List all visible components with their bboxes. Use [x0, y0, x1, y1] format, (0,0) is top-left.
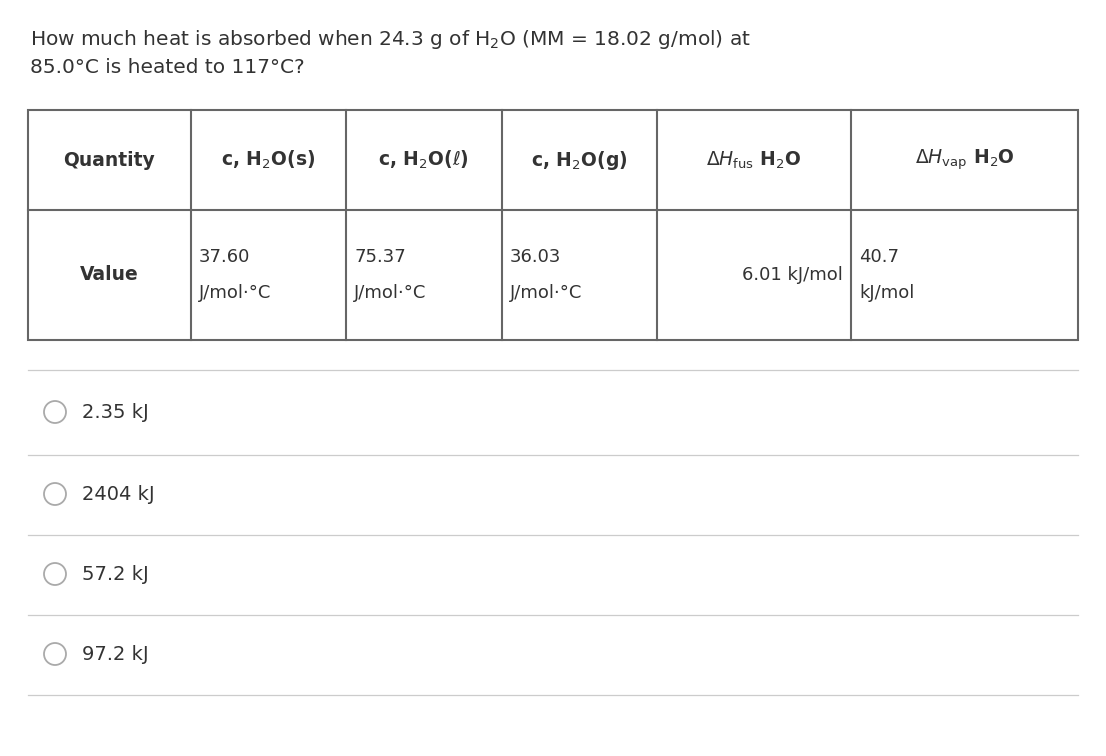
Text: 57.2 kJ: 57.2 kJ	[82, 565, 148, 584]
Text: kJ/mol: kJ/mol	[859, 284, 915, 302]
Bar	[28, 110, 1078, 340]
Text: 6.01 kJ/mol: 6.01 kJ/mol	[742, 266, 843, 284]
Text: 85.0°C is heated to 117°C?: 85.0°C is heated to 117°C?	[30, 58, 304, 77]
Text: 36.03: 36.03	[510, 248, 561, 266]
Text: 2.35 kJ: 2.35 kJ	[82, 402, 148, 422]
Text: J/mol·°C: J/mol·°C	[510, 284, 582, 302]
Text: 97.2 kJ: 97.2 kJ	[82, 645, 148, 664]
Text: Quantity: Quantity	[63, 150, 155, 169]
Text: c, H$_2$O(s): c, H$_2$O(s)	[221, 149, 315, 171]
Text: c, H$_2$O(g): c, H$_2$O(g)	[531, 148, 627, 172]
Text: 40.7: 40.7	[859, 248, 899, 266]
Text: Value: Value	[80, 265, 138, 284]
Text: J/mol·°C: J/mol·°C	[354, 284, 427, 302]
Text: 2404 kJ: 2404 kJ	[82, 485, 155, 503]
Text: c, H$_2$O($\ell$): c, H$_2$O($\ell$)	[378, 149, 469, 171]
Text: 37.60: 37.60	[199, 248, 250, 266]
Text: How much heat is absorbed when 24.3 g of H$_2$O (MM = 18.02 g/mol) at: How much heat is absorbed when 24.3 g of…	[30, 28, 751, 51]
Text: 75.37: 75.37	[354, 248, 406, 266]
Text: $\Delta H_{\mathrm{fus}}$ H$_2$O: $\Delta H_{\mathrm{fus}}$ H$_2$O	[707, 150, 802, 171]
Text: J/mol·°C: J/mol·°C	[199, 284, 271, 302]
Text: $\Delta H_{\mathrm{vap}}$ H$_2$O: $\Delta H_{\mathrm{vap}}$ H$_2$O	[915, 147, 1014, 172]
